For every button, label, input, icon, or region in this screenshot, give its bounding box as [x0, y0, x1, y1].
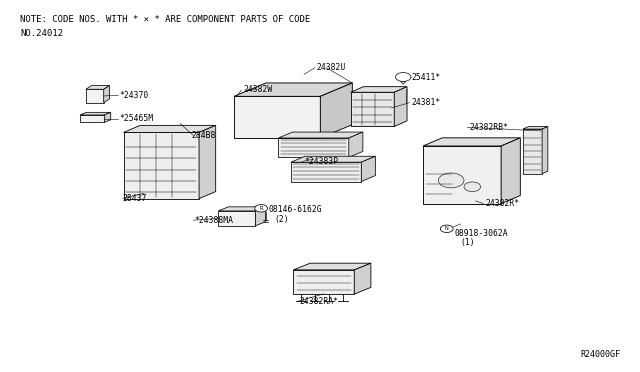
Polygon shape — [199, 125, 216, 199]
Text: 24382W: 24382W — [243, 85, 273, 94]
Text: 24382RB*: 24382RB* — [469, 123, 508, 132]
Polygon shape — [423, 146, 501, 203]
Polygon shape — [124, 132, 199, 199]
Polygon shape — [104, 112, 111, 122]
Polygon shape — [293, 263, 371, 270]
Text: 24382U: 24382U — [317, 63, 346, 72]
Text: 08146-6162G: 08146-6162G — [269, 205, 323, 214]
Text: (2): (2) — [274, 215, 289, 224]
Polygon shape — [278, 132, 363, 138]
Polygon shape — [86, 86, 109, 89]
Polygon shape — [351, 92, 394, 126]
Text: 24382RA*: 24382RA* — [300, 297, 339, 306]
Polygon shape — [355, 263, 371, 294]
Polygon shape — [218, 211, 255, 226]
Polygon shape — [361, 156, 375, 182]
Polygon shape — [104, 86, 109, 103]
Polygon shape — [401, 81, 406, 84]
Polygon shape — [542, 126, 548, 174]
Text: 284B8: 284B8 — [191, 131, 216, 140]
Text: R24000GF: R24000GF — [581, 350, 621, 359]
Circle shape — [255, 205, 268, 212]
Text: NO.24012: NO.24012 — [20, 29, 63, 38]
Text: *24383P: *24383P — [304, 157, 338, 166]
Polygon shape — [291, 162, 361, 182]
Polygon shape — [501, 138, 520, 203]
Polygon shape — [80, 112, 111, 115]
Polygon shape — [278, 138, 349, 157]
Polygon shape — [523, 126, 548, 129]
Polygon shape — [523, 129, 542, 174]
Circle shape — [440, 225, 453, 232]
Polygon shape — [349, 132, 363, 157]
Text: 24382R*: 24382R* — [485, 199, 519, 208]
Text: NOTE: CODE NOS. WITH * × * ARE COMPONENT PARTS OF CODE: NOTE: CODE NOS. WITH * × * ARE COMPONENT… — [20, 15, 311, 24]
Text: (1): (1) — [461, 238, 476, 247]
Polygon shape — [423, 138, 520, 146]
Text: *25465M: *25465M — [120, 114, 154, 123]
Circle shape — [396, 73, 411, 81]
Polygon shape — [351, 87, 407, 92]
Polygon shape — [124, 125, 216, 132]
Text: 25411*: 25411* — [412, 73, 441, 82]
Polygon shape — [291, 156, 375, 162]
Text: 24381*: 24381* — [412, 98, 441, 107]
Polygon shape — [86, 89, 104, 103]
Polygon shape — [234, 83, 352, 96]
Circle shape — [464, 182, 481, 192]
Polygon shape — [320, 83, 352, 138]
Text: R: R — [259, 206, 263, 211]
Text: *24370: *24370 — [120, 92, 149, 100]
Polygon shape — [80, 115, 104, 122]
Circle shape — [438, 173, 464, 188]
Polygon shape — [394, 87, 407, 126]
Text: 28437: 28437 — [123, 194, 147, 203]
Polygon shape — [293, 270, 355, 294]
Polygon shape — [234, 96, 320, 138]
Polygon shape — [255, 207, 266, 226]
Polygon shape — [218, 207, 266, 211]
Text: N: N — [445, 226, 449, 231]
Text: *24388MA: *24388MA — [195, 216, 234, 225]
Text: 08918-3062A: 08918-3062A — [454, 229, 508, 238]
